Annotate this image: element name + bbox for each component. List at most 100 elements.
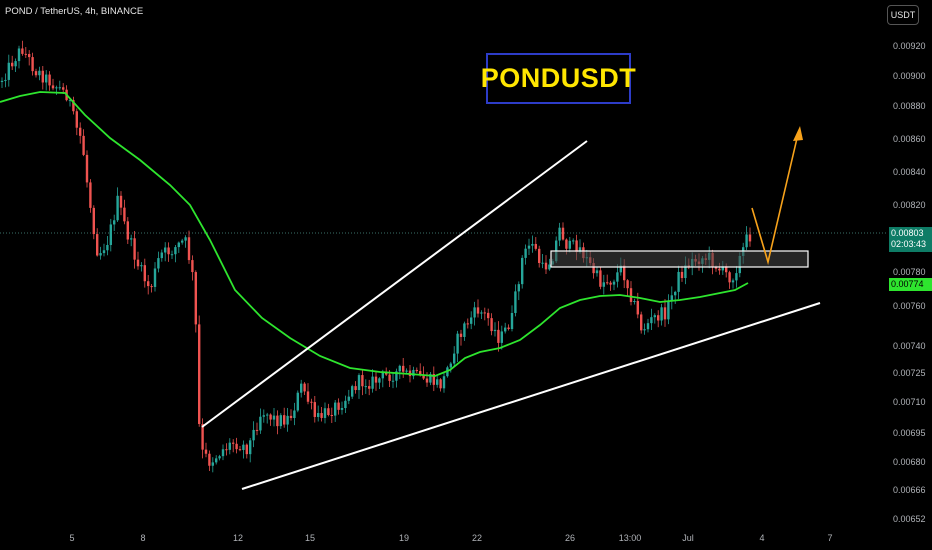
candle-body [357, 375, 361, 391]
lower-trendline[interactable] [241, 302, 821, 490]
candle-body [368, 386, 371, 389]
upper-trendline[interactable] [201, 140, 588, 428]
candle-body [160, 252, 163, 259]
candle-body [293, 410, 296, 419]
candle-body [266, 414, 269, 416]
candle-body [38, 70, 41, 76]
candle-body [517, 284, 520, 292]
candle-body [289, 415, 293, 419]
x-tick-label: 5 [69, 533, 74, 543]
candle-body [317, 413, 320, 417]
candle-body [721, 266, 724, 271]
candle-body [374, 376, 378, 383]
candle-body [680, 271, 684, 279]
candle-body [327, 408, 330, 416]
candle-body [592, 263, 595, 274]
candle-body [187, 237, 191, 261]
candle-body [269, 414, 272, 420]
current-price-value: 0.00803 [891, 228, 924, 238]
candle-body [310, 401, 313, 403]
candle-body [262, 415, 265, 417]
candle-body [735, 273, 738, 281]
candle-body [143, 265, 146, 282]
candle-body [609, 282, 612, 285]
candle-body [415, 369, 418, 372]
y-tick-label: 0.00880 [893, 101, 926, 111]
candle-body [660, 307, 663, 321]
candle-body [646, 323, 650, 330]
candle-body [245, 444, 248, 455]
candle-body [0, 80, 4, 82]
candle-body [167, 247, 170, 255]
candle-body [204, 449, 208, 454]
candle-body [130, 238, 133, 240]
y-tick-label: 0.00666 [893, 485, 926, 495]
candle-body [286, 415, 289, 425]
candle-body [252, 429, 255, 441]
candle-body [279, 415, 282, 427]
pair-title-label: PONDUSDT [481, 53, 636, 104]
candle-body [453, 353, 456, 364]
candle-body [347, 396, 350, 401]
projection-arrow-path [751, 133, 799, 266]
x-axis: 5 8 12 15 19 22 26 13:00 Jul 4 7 [69, 533, 832, 543]
candle-body [351, 386, 354, 397]
candle-body [215, 458, 218, 463]
candle-body [313, 402, 316, 417]
candle-body [405, 370, 408, 372]
candle-body [748, 234, 752, 242]
candle-body [62, 87, 65, 90]
candle-body [235, 443, 238, 450]
candle-body [174, 247, 177, 255]
candle-body [296, 392, 299, 411]
candle-body [361, 375, 364, 387]
y-tick-label: 0.00652 [893, 514, 926, 524]
candle-body [714, 266, 718, 269]
y-tick-label: 0.00860 [893, 134, 926, 144]
projection-arrowhead-icon [793, 126, 803, 141]
candle-body [466, 323, 469, 325]
candle-body [643, 329, 646, 331]
candle-body [388, 374, 391, 381]
candle-body [575, 240, 578, 253]
y-tick-label: 0.00725 [893, 368, 926, 378]
candle-body [500, 331, 503, 343]
candle-body [561, 227, 565, 240]
candle-body [300, 383, 303, 393]
candle-body [439, 379, 442, 389]
candle-body [113, 220, 116, 225]
candle-body [164, 247, 167, 253]
candle-body [344, 400, 347, 409]
candle-body [612, 281, 616, 285]
candle-body [459, 333, 463, 337]
candle-body [306, 391, 310, 402]
candle-body [731, 280, 735, 283]
candle-body [68, 100, 72, 102]
candle-body [303, 383, 306, 392]
candle-body [136, 259, 140, 267]
candle-body [283, 415, 286, 425]
candle-body [14, 61, 17, 67]
candle-body [126, 221, 129, 240]
candle-body [354, 386, 357, 391]
candle-body [606, 282, 609, 284]
candle-body [116, 195, 119, 221]
candle-body [31, 57, 34, 72]
candle-body [674, 291, 677, 296]
candle-body [402, 365, 405, 372]
candle-body [51, 85, 55, 89]
candle-body [259, 416, 262, 431]
candle-body [684, 265, 687, 279]
x-tick-label: 13:00 [619, 533, 642, 543]
support-zone-box[interactable] [550, 250, 809, 268]
candle-body [181, 240, 184, 243]
candle-body [85, 154, 89, 183]
candle-body [208, 453, 211, 466]
candle-body [398, 365, 401, 372]
candle-body [191, 260, 194, 273]
candle-body [381, 372, 384, 379]
currency-button[interactable]: USDT [887, 5, 919, 25]
candle-body [249, 440, 252, 455]
candle-body [45, 74, 48, 83]
